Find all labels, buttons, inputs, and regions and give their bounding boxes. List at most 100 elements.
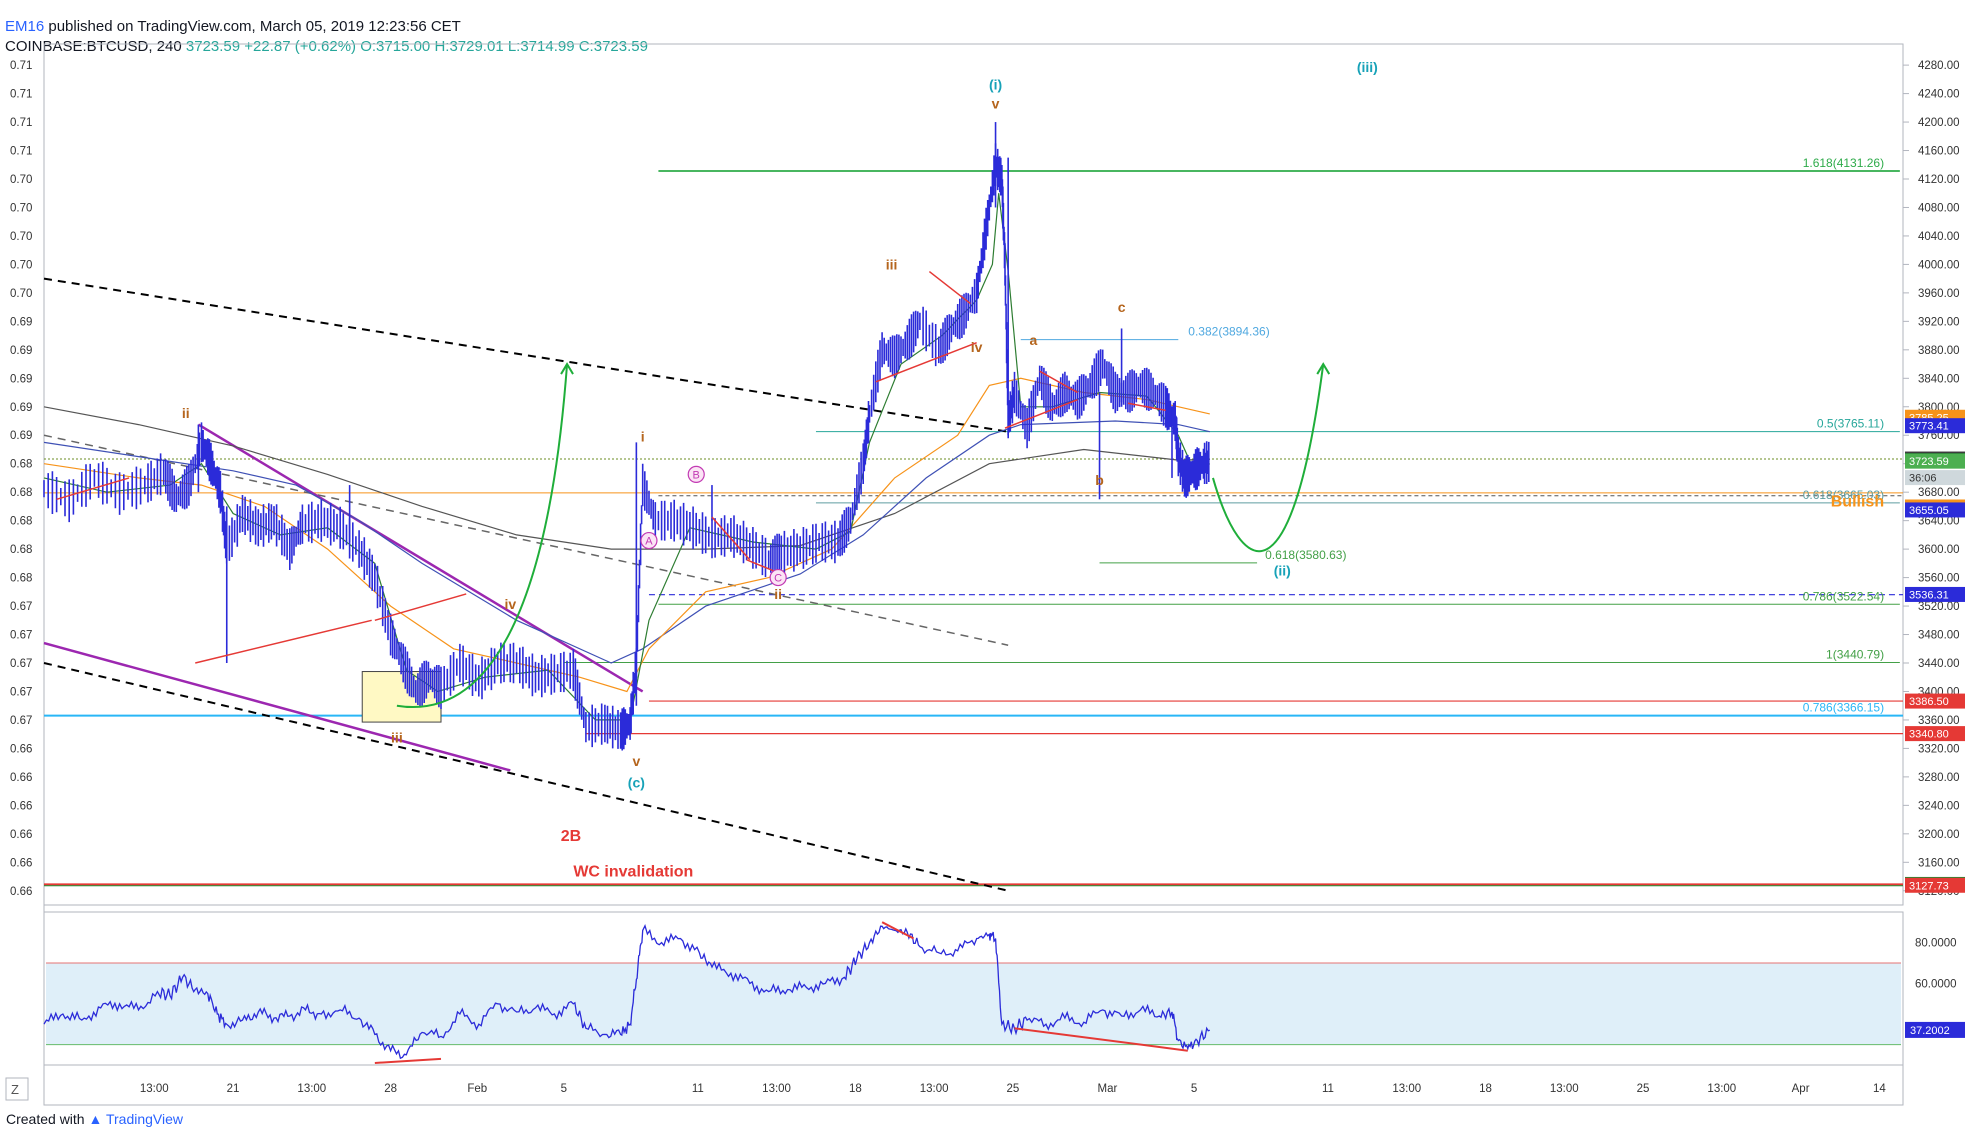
red-trend-line — [711, 516, 751, 561]
price-tag-label: 3723.59 — [1909, 456, 1949, 468]
price-tick-label: 3120.00 — [1918, 886, 1960, 898]
wave-label: ii — [774, 586, 782, 602]
symbol-name: COINBASE:BTCUSD, 240 — [5, 38, 182, 55]
price-tag-label: 3536.31 — [1909, 589, 1949, 601]
left-tick-label: 0.68 — [10, 516, 32, 528]
main-pane-border — [43, 43, 1904, 906]
price-tick-label: 4120.00 — [1918, 174, 1960, 186]
rsi-line — [43, 924, 1210, 1060]
wave-label: (i) — [989, 76, 1002, 92]
price-tag-label: 3127.73 — [1909, 880, 1949, 892]
red-trend-line — [1039, 370, 1078, 394]
trendline-dashed-lower — [43, 662, 1009, 892]
left-tick-label: 0.71 — [10, 146, 32, 158]
left-tick-label: 0.66 — [10, 829, 32, 841]
price-tag-label: 3726.56 — [1909, 454, 1949, 466]
left-tick-label: 0.66 — [10, 800, 32, 812]
price-tag-label: 3655.05 — [1909, 505, 1949, 517]
time-tick-label: 13:00 — [297, 1083, 326, 1095]
zoom-button — [5, 1077, 29, 1101]
time-tick-label: 14 — [1873, 1083, 1886, 1095]
tradingview-link[interactable]: TradingView — [105, 1111, 184, 1127]
left-tick-label: 0.70 — [10, 202, 32, 214]
time-tick-label: 21 — [227, 1083, 240, 1095]
red-trend-line — [1127, 402, 1166, 412]
price-tag-label: 3386.50 — [1909, 696, 1949, 708]
left-tick-label: 0.68 — [10, 544, 32, 556]
price-tick-label: 3200.00 — [1918, 829, 1960, 841]
price-tick-label: 4200.00 — [1918, 117, 1960, 129]
left-tick-label: 0.68 — [10, 487, 32, 499]
annotation-bullish: Bullish — [1831, 493, 1884, 510]
price-tag — [1905, 502, 1965, 518]
price-tick-label: 3640.00 — [1918, 516, 1960, 528]
price-tick-label: 3840.00 — [1918, 373, 1960, 385]
wave-label: (ii) — [1274, 562, 1291, 578]
left-tick-label: 0.70 — [10, 288, 32, 300]
price-tag — [1905, 453, 1965, 469]
price-tag — [1905, 877, 1965, 893]
wave-label: c — [1118, 299, 1126, 315]
fib-level-label: 0.786(3522.54) — [1803, 589, 1884, 603]
left-tick-label: 0.68 — [10, 459, 32, 471]
rsi-pane-border — [43, 911, 1904, 1066]
wave-label: a — [1029, 332, 1037, 348]
rsi-divergence-line — [881, 921, 915, 940]
price-tick-label: 3720.00 — [1918, 459, 1960, 471]
rsi-tick-label: 80.0000 — [1915, 938, 1957, 950]
price-tag — [1905, 726, 1965, 742]
created-with-text: Created with — [6, 1111, 85, 1127]
price-tick-label: 3800.00 — [1918, 402, 1960, 414]
time-tick-label: 25 — [1006, 1083, 1019, 1095]
price-tick-label: 4040.00 — [1918, 231, 1960, 243]
time-tick-label: 13:00 — [140, 1083, 169, 1095]
red-trend-line — [928, 270, 971, 305]
price-tag-label: 3724.19 — [1909, 456, 1949, 468]
red-trend-line — [746, 559, 782, 575]
ma-orange — [43, 377, 1210, 693]
fib-level-label: 0.618(3665.03) — [1803, 488, 1884, 502]
red-trend-line — [56, 477, 130, 501]
fib-level-label: 0.786(3366.15) — [1803, 701, 1884, 715]
price-tag — [1905, 499, 1965, 515]
annotation-wc-invalidation: WC invalidation — [573, 864, 693, 881]
wave-label: iii — [886, 256, 898, 272]
left-tick-label: 0.68 — [10, 573, 32, 585]
price-tick-label: 3880.00 — [1918, 345, 1960, 357]
wave-label: iii — [391, 730, 403, 746]
left-tick-label: 0.67 — [10, 630, 32, 642]
left-tick-label: 0.67 — [10, 601, 32, 613]
price-candles — [43, 143, 1210, 751]
price-tag-label: 3659.19 — [1909, 502, 1949, 514]
price-change: +22.87 (+0.62%) — [244, 38, 357, 55]
wave-label: (iii) — [1357, 59, 1378, 75]
price-tick-label: 3560.00 — [1918, 573, 1960, 585]
rsi-tick-label: 60.0000 — [1915, 978, 1957, 990]
time-tick-label: Mar — [1098, 1083, 1118, 1095]
price-tag — [1905, 418, 1965, 434]
price-tick-label: 3320.00 — [1918, 743, 1960, 755]
left-tick-label: 0.66 — [10, 772, 32, 784]
time-tick-label: 11 — [1322, 1083, 1334, 1095]
time-tick-label: 5 — [561, 1083, 567, 1095]
wave-circle-icon — [687, 465, 705, 483]
left-tick-label: 0.67 — [10, 686, 32, 698]
time-tick-label: 28 — [384, 1083, 397, 1095]
fib-level-label: 0.382(3894.36) — [1188, 325, 1269, 339]
left-tick-label: 0.71 — [10, 117, 32, 129]
author-link[interactable]: EM16 — [5, 18, 45, 35]
trendline-dashed-mid — [43, 434, 1009, 646]
projection-arrow-1-head — [560, 362, 574, 375]
time-tick-label: 25 — [1637, 1083, 1650, 1095]
price-tag-label: 3128.89 — [1909, 879, 1949, 891]
price-tag — [1905, 586, 1965, 602]
projection-arrow-2 — [1211, 363, 1325, 553]
left-tick-label: 0.69 — [10, 402, 32, 414]
ma-green — [43, 193, 1211, 721]
price-tick-label: 3160.00 — [1918, 857, 1960, 869]
time-tick-label: 5 — [1191, 1083, 1197, 1095]
wave-label: ii — [182, 405, 190, 421]
red-trend-line — [195, 619, 372, 664]
tradingview-logo-icon: ▲ — [88, 1111, 103, 1127]
